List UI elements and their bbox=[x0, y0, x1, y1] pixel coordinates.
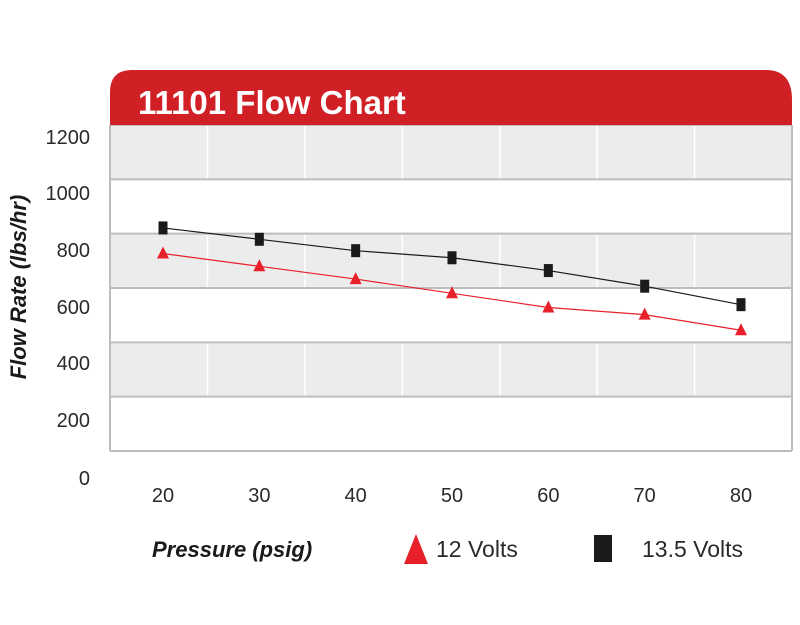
grid-band bbox=[110, 125, 792, 180]
data-point-12-volts bbox=[735, 323, 747, 336]
x-tick-label: 70 bbox=[634, 485, 656, 507]
legend-item-13-5-volts: 13.5 Volts bbox=[594, 535, 743, 562]
title-bar: 11101 Flow Chart bbox=[110, 70, 792, 125]
data-point-12-volts bbox=[638, 307, 651, 320]
y-tick-label: 400 bbox=[57, 353, 90, 375]
data-point-13-5-volts bbox=[351, 244, 361, 258]
chart-title: 11101 Flow Chart bbox=[138, 84, 406, 121]
square-marker-icon bbox=[594, 535, 612, 562]
y-tick-label: 800 bbox=[57, 240, 90, 262]
data-point-12-volts bbox=[157, 246, 169, 259]
x-axis-ticks: 20 30 40 50 60 70 80 bbox=[152, 485, 752, 507]
x-tick-label: 30 bbox=[248, 485, 270, 507]
legend: 12 Volts 13.5 Volts bbox=[404, 534, 743, 564]
data-point-13-5-volts bbox=[158, 221, 168, 235]
y-axis-title: Flow Rate (lbs/hr) bbox=[6, 195, 31, 380]
series-layer bbox=[157, 221, 747, 336]
legend-item-12-volts: 12 Volts bbox=[404, 534, 518, 564]
y-tick-label: 600 bbox=[57, 297, 90, 319]
data-point-12-volts bbox=[349, 272, 362, 285]
legend-label-13-5-volts: 13.5 Volts bbox=[642, 536, 743, 562]
plot-background bbox=[109, 124, 793, 452]
data-point-13-5-volts bbox=[254, 232, 264, 246]
data-point-13-5-volts bbox=[447, 251, 457, 265]
triangle-marker-icon bbox=[404, 534, 428, 564]
x-tick-label: 80 bbox=[730, 485, 752, 507]
x-tick-label: 40 bbox=[345, 485, 367, 507]
data-point-12-volts bbox=[542, 300, 555, 313]
y-axis-ticks: 0 200 400 600 800 1000 1200 bbox=[46, 127, 91, 490]
data-point-13-5-volts bbox=[640, 279, 650, 293]
data-point-12-volts bbox=[446, 286, 458, 299]
x-tick-label: 20 bbox=[152, 485, 174, 507]
data-point-13-5-volts bbox=[736, 298, 746, 312]
y-tick-label: 0 bbox=[79, 468, 90, 490]
x-axis-title: Pressure (psig) bbox=[152, 537, 312, 562]
grid-band bbox=[110, 342, 792, 397]
x-tick-label: 50 bbox=[441, 485, 463, 507]
data-point-13-5-volts bbox=[543, 264, 553, 278]
data-point-12-volts bbox=[253, 259, 266, 272]
y-tick-label: 200 bbox=[57, 410, 90, 432]
title-bar-shape bbox=[110, 70, 792, 125]
y-tick-label: 1200 bbox=[46, 127, 91, 149]
x-tick-label: 60 bbox=[537, 485, 559, 507]
y-tick-label: 1000 bbox=[46, 183, 91, 205]
legend-label-12-volts: 12 Volts bbox=[436, 536, 518, 562]
